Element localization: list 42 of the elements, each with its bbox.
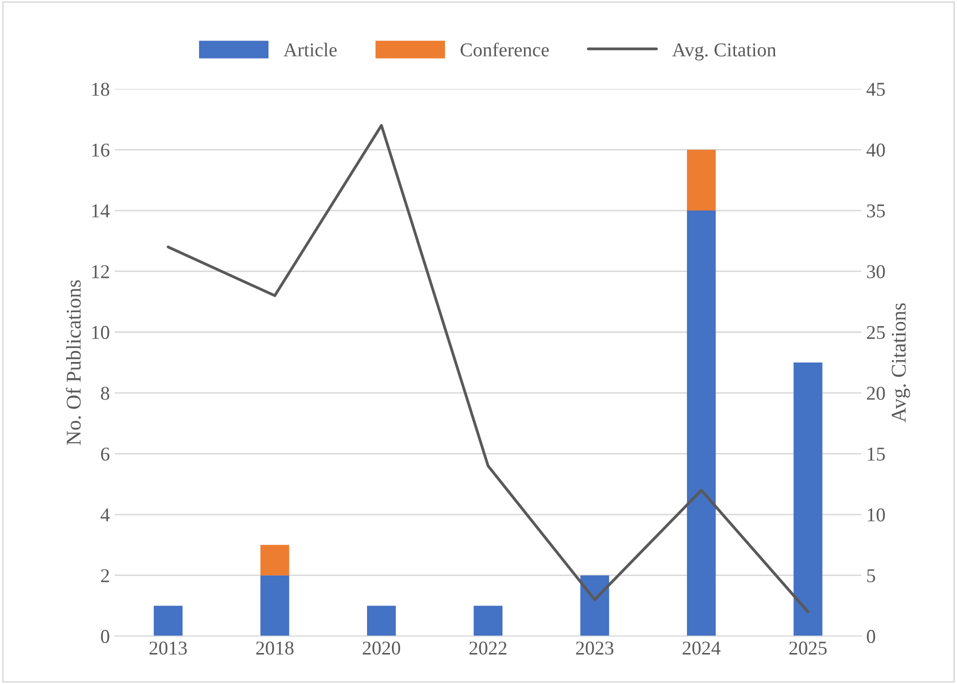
legend-label: Avg. Citation <box>672 43 776 60</box>
y2-tick-label: 40 <box>866 144 885 157</box>
x-tick-label: 2024 <box>682 642 720 655</box>
x-tick-label: 2023 <box>576 642 614 655</box>
bar <box>154 606 183 636</box>
x-tick-label: 2022 <box>469 642 506 655</box>
bar <box>686 150 716 211</box>
x-tick-label: 2025 <box>789 642 827 655</box>
bar <box>260 544 290 576</box>
y2-tick-label: 35 <box>867 204 885 218</box>
bar <box>367 606 396 636</box>
y2-tick-label: 10 <box>868 508 885 522</box>
y-tick-label: 6 <box>101 448 110 461</box>
y-tick-label: 16 <box>92 144 110 157</box>
y2-tick-label: 5 <box>867 569 876 582</box>
bar <box>686 210 716 636</box>
bar <box>260 575 290 636</box>
y2-tick-label: 30 <box>867 265 885 278</box>
legend-label: Conference <box>460 42 549 56</box>
y2-tick-label: 25 <box>867 326 885 340</box>
y-tick-label: 14 <box>92 204 110 218</box>
bar <box>794 362 822 636</box>
x-tick-label: 2018 <box>256 642 294 655</box>
y-tick-label: 12 <box>92 265 109 278</box>
bar <box>580 575 610 636</box>
y-tick-label: 10 <box>92 326 110 340</box>
y-tick-label: 2 <box>101 569 109 582</box>
y-tick-label: 0 <box>101 630 110 644</box>
bar <box>474 606 502 636</box>
y2-tick-label: 15 <box>868 448 885 461</box>
y-tick-label: 8 <box>101 386 110 400</box>
y-tick-label: 4 <box>100 508 110 522</box>
y2-tick-label: 20 <box>867 386 885 400</box>
line-series <box>166 124 810 614</box>
x-tick-label: 2020 <box>362 642 400 655</box>
y2-tick-label: 45 <box>866 82 885 96</box>
x-tick-label: 2013 <box>150 642 187 655</box>
y2-tick-label: 0 <box>866 630 876 644</box>
y-axis-title: No. Of Publications <box>66 280 81 445</box>
y-tick-label: 18 <box>92 82 110 96</box>
legend-label: Article <box>284 42 337 56</box>
y2-axis-title: Avg. Citations <box>892 303 910 422</box>
